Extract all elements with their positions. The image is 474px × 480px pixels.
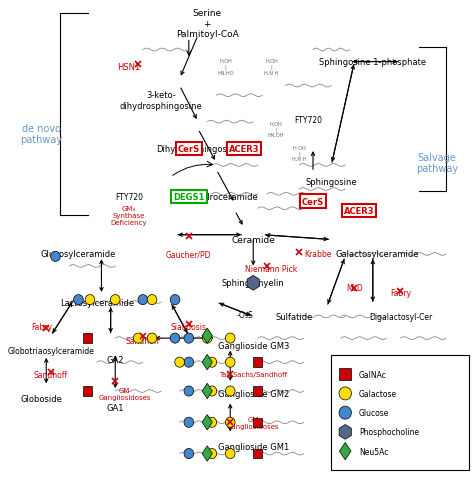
Circle shape — [138, 295, 148, 305]
Text: H OH
|
H,N H: H OH | H,N H — [292, 145, 306, 162]
Text: GalNAc: GalNAc — [359, 370, 387, 379]
Text: Lactosylceramide: Lactosylceramide — [60, 298, 134, 307]
Circle shape — [184, 448, 194, 459]
Text: Niemann Pick: Niemann Pick — [246, 264, 298, 273]
Text: Fabry: Fabry — [31, 322, 52, 331]
Text: Sphingosine 1-phosphate: Sphingosine 1-phosphate — [319, 58, 427, 67]
Text: Krabbe: Krabbe — [304, 250, 331, 259]
Text: H,OH
|
HN,HO: H,OH | HN,HO — [218, 59, 234, 75]
Text: Salvage
pathway: Salvage pathway — [416, 153, 458, 174]
Text: ACER3: ACER3 — [229, 144, 259, 153]
Polygon shape — [202, 415, 212, 430]
Circle shape — [207, 448, 217, 459]
Text: CerS: CerS — [302, 197, 324, 206]
Text: Ganglioside GM1: Ganglioside GM1 — [218, 442, 289, 451]
Circle shape — [226, 333, 235, 344]
Text: 3-keto-
dihydrosphingosine: 3-keto- dihydrosphingosine — [120, 91, 202, 110]
Circle shape — [170, 295, 180, 305]
Circle shape — [226, 418, 235, 428]
Text: GM
Gangliosidoses: GM Gangliosidoses — [98, 387, 151, 400]
Text: Globoside: Globoside — [21, 394, 63, 403]
Polygon shape — [202, 328, 212, 344]
Circle shape — [51, 252, 60, 262]
Circle shape — [339, 406, 351, 420]
Circle shape — [110, 295, 120, 305]
Text: GA1: GA1 — [107, 404, 124, 412]
Bar — [253, 418, 262, 427]
Bar — [253, 386, 262, 396]
Text: Sialidosis: Sialidosis — [171, 322, 207, 331]
Bar — [83, 334, 92, 343]
Text: -O₃S: -O₃S — [237, 310, 253, 319]
Text: Sandhoff: Sandhoff — [126, 336, 160, 345]
Text: Dihydroceramide: Dihydroceramide — [185, 192, 257, 201]
Text: Serine
+
Palmitoyl-CoA: Serine + Palmitoyl-CoA — [176, 9, 238, 39]
Circle shape — [226, 386, 235, 396]
Text: Tay-Sachs/Sandhoff: Tay-Sachs/Sandhoff — [219, 372, 287, 377]
Text: Sphingomyelin: Sphingomyelin — [222, 279, 284, 288]
Text: FTY720: FTY720 — [115, 192, 143, 201]
Text: H,OH
|
HN,OH: H,OH | HN,OH — [268, 121, 284, 138]
Circle shape — [175, 357, 184, 368]
Text: H,OH
|
H,N H: H,OH | H,N H — [264, 59, 279, 75]
Text: Glucosylceramide: Glucosylceramide — [41, 250, 116, 259]
Text: Galactosylceramide: Galactosylceramide — [336, 250, 419, 259]
Text: DEGS1: DEGS1 — [173, 192, 204, 201]
FancyBboxPatch shape — [331, 355, 469, 470]
Bar — [339, 368, 351, 381]
Text: Phosphocholine: Phosphocholine — [359, 428, 419, 436]
Circle shape — [207, 386, 217, 396]
Text: Galactose: Galactose — [359, 389, 397, 398]
Circle shape — [184, 418, 194, 428]
Circle shape — [184, 333, 194, 344]
Polygon shape — [202, 384, 212, 399]
Circle shape — [133, 333, 143, 344]
Bar — [253, 449, 262, 458]
Text: Sphingosine: Sphingosine — [306, 178, 357, 187]
Circle shape — [73, 295, 83, 305]
Text: Ganglioside GM3: Ganglioside GM3 — [218, 341, 289, 350]
Text: Dihydrosphingosine: Dihydrosphingosine — [156, 144, 240, 153]
Text: CerS: CerS — [178, 144, 200, 153]
Circle shape — [184, 386, 194, 396]
Circle shape — [202, 333, 212, 344]
Circle shape — [226, 448, 235, 459]
Text: HSN1: HSN1 — [118, 63, 141, 72]
Text: Ceramide: Ceramide — [231, 236, 275, 244]
Circle shape — [170, 333, 180, 344]
Circle shape — [85, 295, 95, 305]
Text: Sulfatide: Sulfatide — [276, 312, 313, 321]
Text: Glucose: Glucose — [359, 408, 389, 417]
Circle shape — [339, 387, 351, 400]
Circle shape — [207, 357, 217, 368]
Text: Gaucher/PD: Gaucher/PD — [166, 250, 211, 259]
Polygon shape — [202, 446, 212, 461]
Circle shape — [226, 357, 235, 368]
Text: GA2: GA2 — [107, 356, 124, 364]
Text: ACER3: ACER3 — [344, 207, 374, 216]
Polygon shape — [339, 443, 351, 460]
Text: FTY720: FTY720 — [294, 116, 322, 124]
Circle shape — [207, 418, 217, 428]
Text: GM
Gangliosidoses: GM Gangliosidoses — [227, 416, 280, 429]
Text: Sandhoff: Sandhoff — [34, 370, 68, 379]
Bar — [253, 358, 262, 367]
Text: Globotriaosylceramide: Globotriaosylceramide — [8, 346, 94, 355]
Text: Fabry: Fabry — [390, 288, 411, 297]
Circle shape — [147, 295, 157, 305]
Text: GM₃
Synthase
Deficiency: GM₃ Synthase Deficiency — [111, 206, 147, 226]
Text: Ganglioside GM2: Ganglioside GM2 — [218, 389, 289, 398]
Text: de novo
pathway: de novo pathway — [20, 124, 63, 145]
Circle shape — [184, 357, 194, 368]
Text: Neu5Ac: Neu5Ac — [359, 447, 388, 456]
Bar — [83, 386, 92, 396]
Text: Digalactosyl-Cer: Digalactosyl-Cer — [369, 312, 432, 321]
Text: MLD: MLD — [346, 284, 363, 292]
Circle shape — [147, 333, 157, 344]
Polygon shape — [202, 355, 212, 370]
